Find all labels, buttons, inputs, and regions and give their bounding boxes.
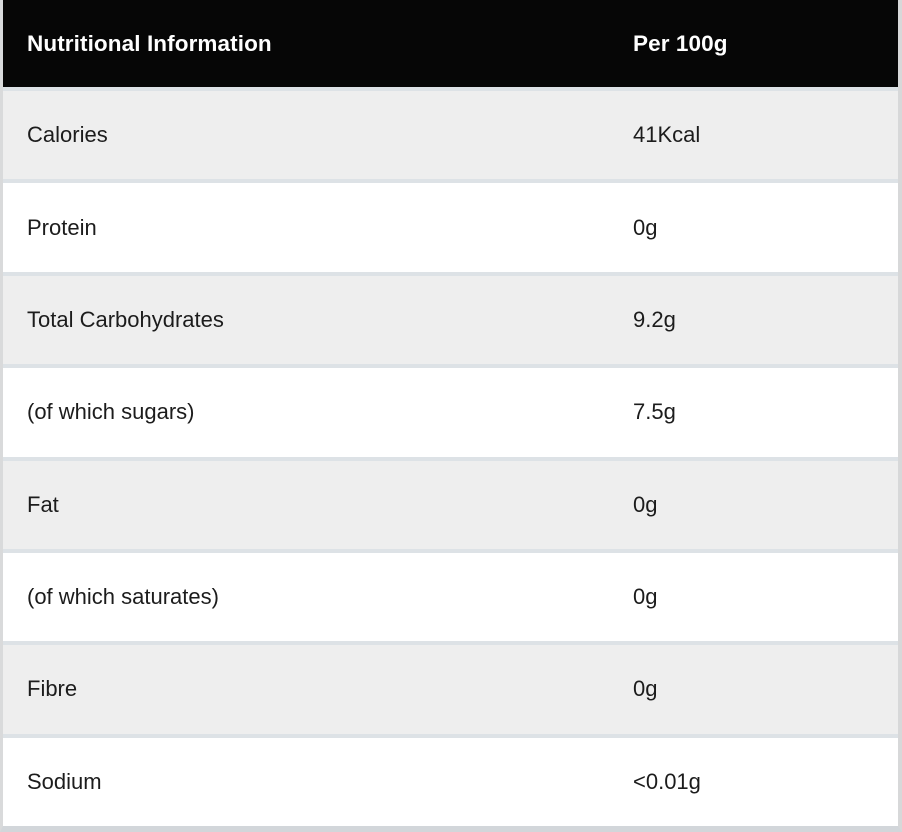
table-row-protein: Protein 0g bbox=[3, 179, 898, 272]
header-label-column: Nutritional Information bbox=[27, 30, 272, 56]
table-row-sodium: Sodium <0.01g bbox=[3, 733, 898, 826]
table-row-of-which-saturates: (of which saturates) 0g bbox=[3, 548, 898, 642]
row-label: Sodium bbox=[27, 768, 102, 794]
row-label: Calories bbox=[27, 122, 108, 148]
row-label: Total Carbohydrates bbox=[27, 306, 224, 332]
row-label: Fibre bbox=[27, 676, 78, 702]
row-label: Fat bbox=[27, 491, 59, 517]
row-value: 0g bbox=[633, 491, 658, 517]
table-row-fat: Fat 0g bbox=[3, 456, 898, 549]
row-value: 9.2g bbox=[633, 306, 676, 332]
row-value: 0g bbox=[633, 584, 658, 610]
row-value: 41Kcal bbox=[633, 122, 701, 148]
row-value: <0.01g bbox=[633, 768, 701, 794]
table-row-total-carbohydrates: Total Carbohydrates 9.2g bbox=[3, 271, 898, 365]
table-header-row: Nutritional Information Per 100g bbox=[3, 0, 898, 87]
row-value: 7.5g bbox=[633, 399, 676, 425]
table-row-of-which-sugars: (of which sugars) 7.5g bbox=[3, 364, 898, 457]
table-row-calories: Calories 41Kcal bbox=[3, 87, 898, 180]
row-label: (of which sugars) bbox=[27, 399, 195, 425]
row-value: 0g bbox=[633, 676, 658, 702]
row-value: 0g bbox=[633, 214, 658, 240]
table-row-fibre: Fibre 0g bbox=[3, 641, 898, 734]
row-label: Protein bbox=[27, 214, 97, 240]
header-value-column: Per 100g bbox=[633, 30, 728, 56]
row-label: (of which saturates) bbox=[27, 584, 219, 610]
